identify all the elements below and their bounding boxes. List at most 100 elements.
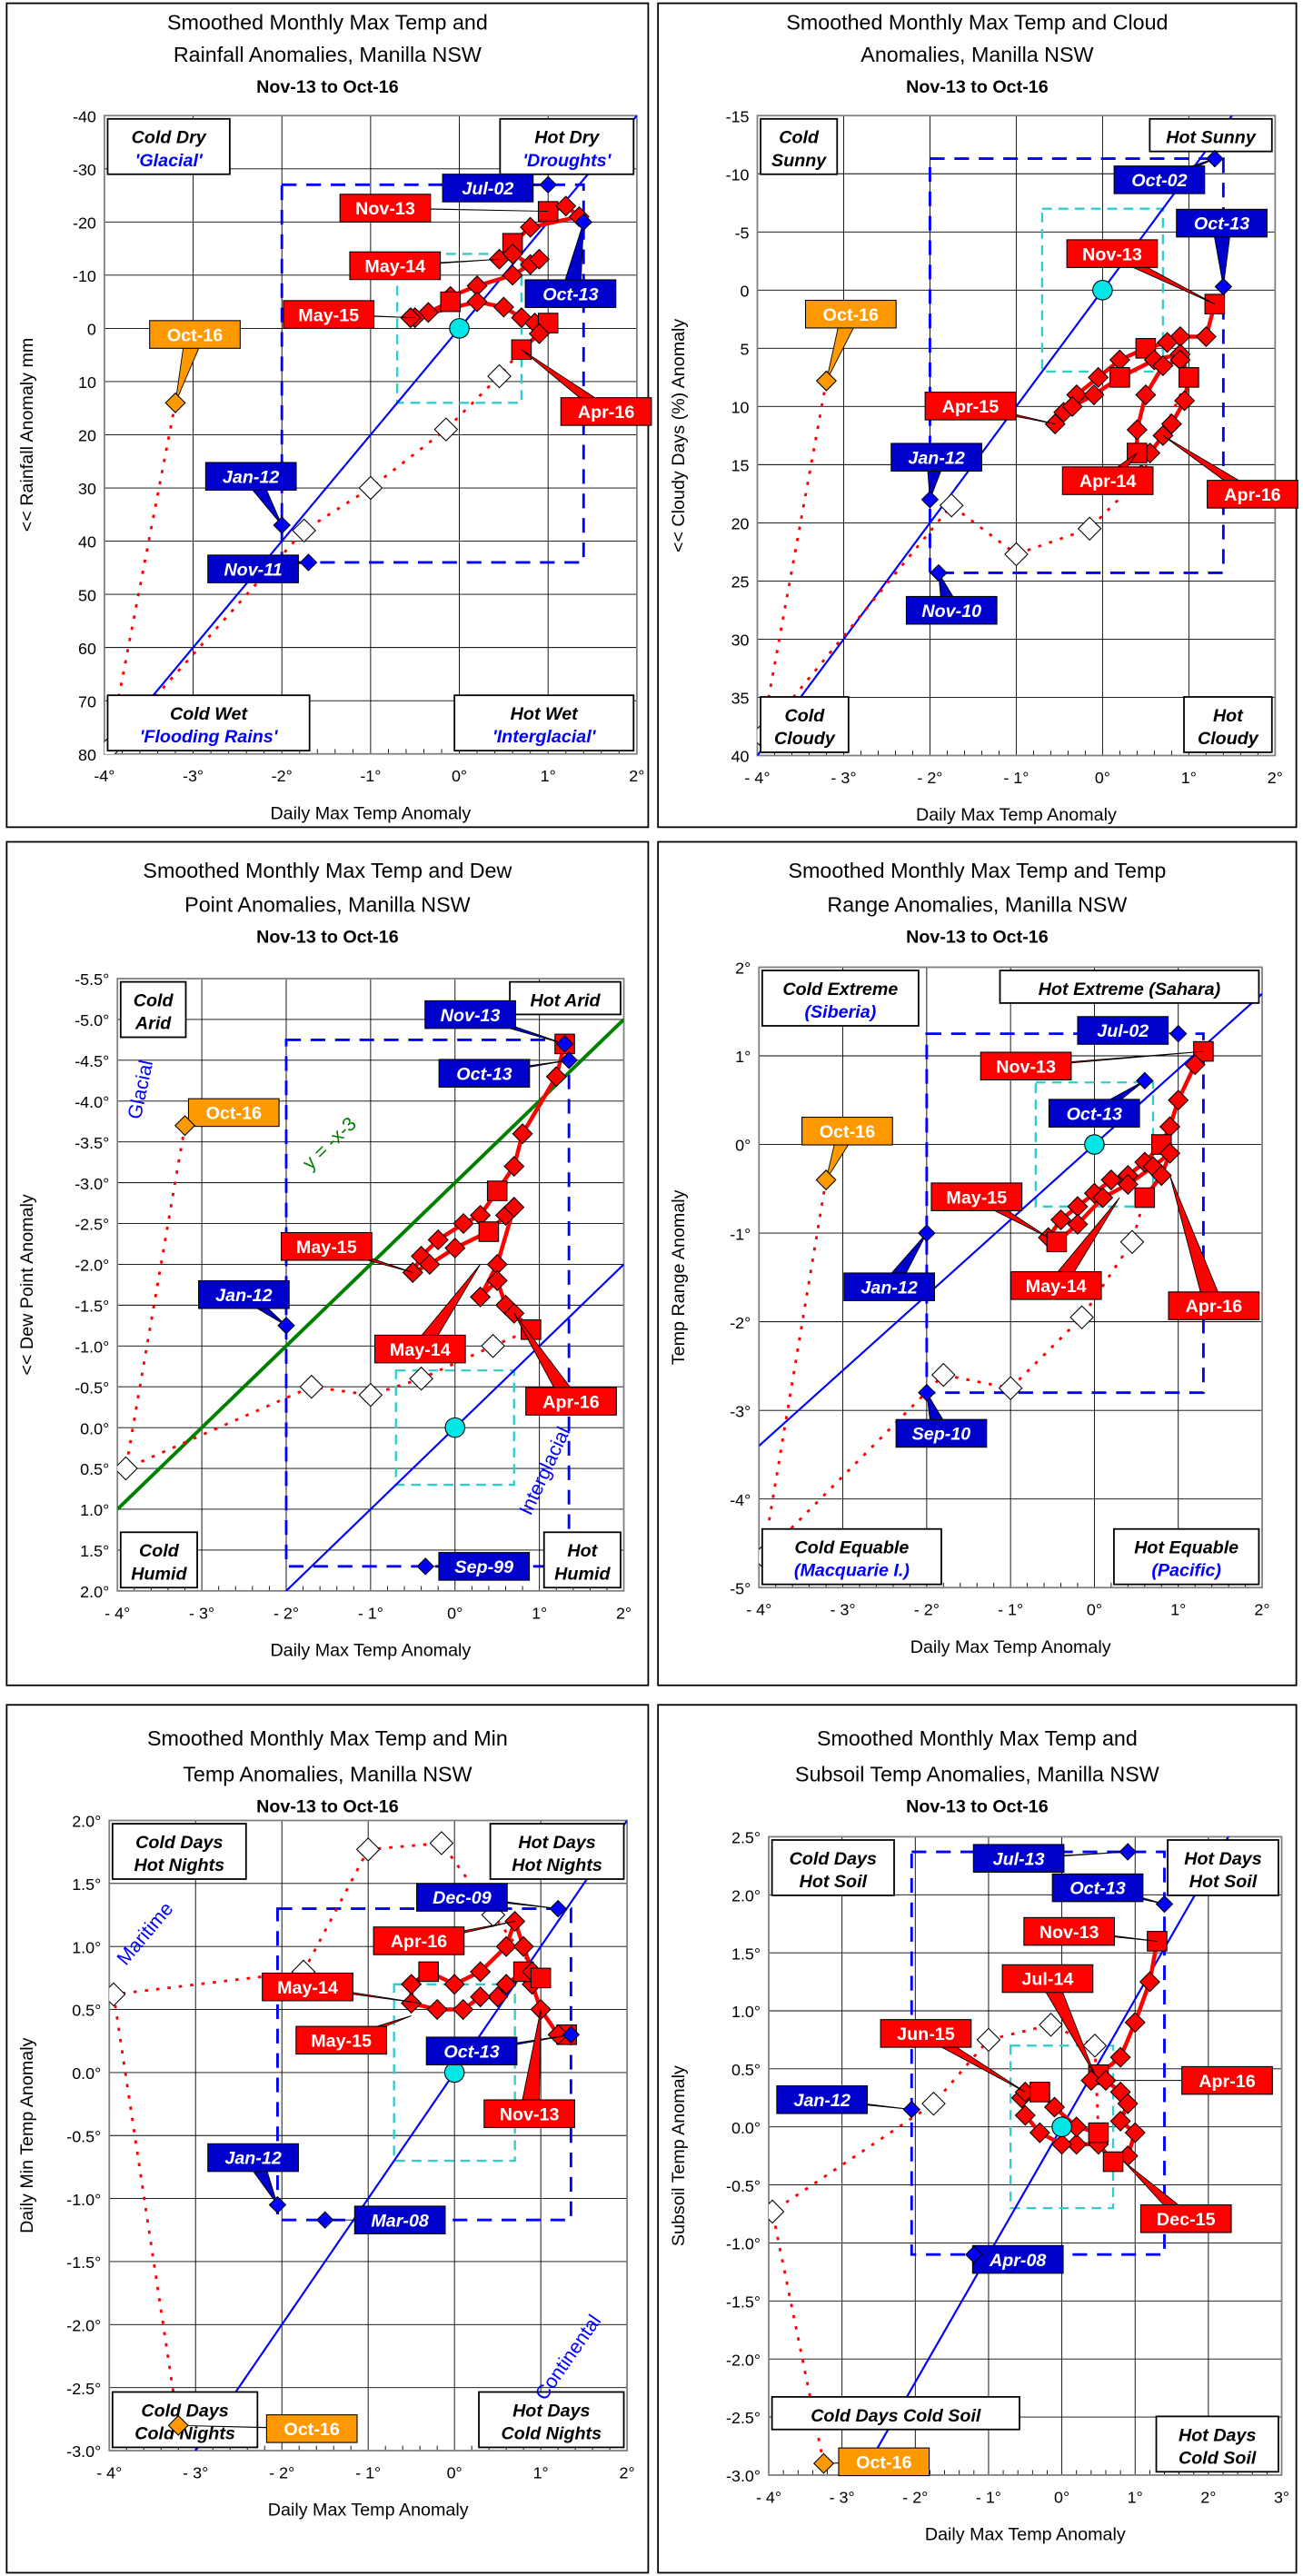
quadrant-text: Hot Nights: [512, 1855, 602, 1875]
path-diamond-marker: [1160, 413, 1182, 435]
callout-label: Dec-09: [433, 1888, 492, 1908]
callout-apr-08: Apr-08: [965, 2244, 1064, 2274]
latest-point-marker: [812, 2452, 835, 2474]
callout-label: Apr-16: [391, 1932, 447, 1952]
x-tick-label: - 1°: [358, 1604, 383, 1622]
y-tick-label: -5.5°: [75, 970, 109, 989]
chart-subtitle: Nov-13 to Oct-16: [256, 928, 399, 948]
callout-nov-13: Nov-13: [980, 1050, 1204, 1081]
callout-label: May-15: [946, 1188, 1007, 1208]
chart-panel-2: Smoothed Monthly Max Temp and Cloud Anoma…: [657, 2, 1298, 829]
y-tick-label: 35: [731, 690, 750, 708]
x-axis-label: Daily Max Temp Anomaly: [910, 1637, 1111, 1657]
path-diamond-marker: [487, 1986, 509, 2008]
callout-box: [560, 397, 652, 426]
decade-point-marker: [931, 1362, 956, 1387]
chart-subtitle: Nov-13 to Oct-16: [256, 77, 399, 97]
callout-box: [373, 1334, 466, 1364]
quadrant-text: Cold: [134, 990, 174, 1010]
latest-point-marker: [164, 392, 186, 413]
y-tick-label: 1.5°: [731, 1944, 761, 1963]
chart-title: Smoothed Monthly Max Temp and Dew: [143, 859, 512, 882]
quadrant-label-top-left: Cold Extreme(Siberia): [761, 970, 920, 1027]
callout-label: Oct-16: [823, 305, 879, 325]
origin-marker: [443, 2062, 465, 2084]
y-axis-label: Daily Min Temp Anomaly: [17, 2037, 37, 2233]
y-tick-label: 1.5°: [72, 1875, 101, 1894]
callout-box: [1168, 1291, 1260, 1320]
callout-may-14: May-14: [1010, 1197, 1120, 1300]
quadrant-box: [111, 2391, 259, 2449]
quadrant-text: Hot Dry: [534, 128, 600, 148]
path-diamond-marker: [503, 1197, 525, 1218]
x-tick-label: - 3°: [831, 769, 856, 787]
chart-title: Smoothed Monthly Max Temp and Cloud: [786, 10, 1168, 34]
quadrant-label-bottom-left: Cold Wet 'Flooding Rains': [106, 694, 311, 752]
callout-jan-12: Jan-12: [776, 2085, 920, 2119]
decade-point-marker: [976, 2027, 1001, 2053]
highlight-point-marker: [920, 491, 940, 509]
callout-oct-13: Oct-13: [1051, 1873, 1174, 1914]
quadrant-box: [111, 1823, 247, 1880]
callout-oct-16: Oct-16: [812, 2447, 930, 2477]
quadrant-text: (Macquarie I.): [794, 1561, 910, 1581]
y-axis-label: Subsoil Temp Anomaly: [669, 2065, 689, 2246]
quadrant-label-top-right: Hot Days Hot Soil: [1167, 1839, 1279, 1896]
path-diamond-marker: [1095, 2070, 1117, 2092]
quadrant-label-bottom-right: Hot Humid: [542, 1531, 622, 1589]
x-axis-label: Daily Max Temp Anomaly: [925, 2525, 1126, 2545]
highlight-point-marker: [277, 1317, 295, 1335]
quadrant-text: (Pacific): [1151, 1561, 1221, 1581]
path-square-marker: [1046, 1231, 1068, 1253]
callout-label: Apr-16: [1186, 1297, 1242, 1317]
x-tick-label: 2°: [629, 767, 644, 785]
path-diamond-marker: [1083, 384, 1105, 406]
callout-oct-02: Oct-02: [1113, 149, 1224, 194]
callout-label: May-15: [311, 2032, 372, 2052]
y-tick-label: -40: [73, 107, 96, 125]
highlight-point-marker: [1136, 1071, 1154, 1090]
callout-may-15: May-15: [930, 1182, 1049, 1238]
path-diamond-marker: [426, 1999, 448, 2021]
plot-area: [108, 1819, 629, 2452]
x-tick-label: - 3°: [831, 1601, 856, 1619]
y-tick-label: -3.0°: [75, 1175, 109, 1193]
quadrant-text: Humid: [554, 1564, 611, 1584]
highlight-point-marker: [268, 2195, 287, 2214]
chart-title: Anomalies, Manilla NSW: [860, 43, 1093, 66]
chart-title: Smoothed Monthly Max Temp and: [167, 10, 488, 34]
callout-box: [283, 300, 375, 329]
quadrant-text: Arid: [134, 1014, 172, 1034]
callout-box: [1207, 480, 1298, 509]
path-diamond-marker: [453, 1213, 474, 1235]
path-diamond-marker: [492, 296, 514, 318]
x-tick-label: 0°: [452, 767, 467, 785]
callout-label: Jan-12: [215, 1286, 272, 1306]
quadrant-label-top-right: Hot Sunny: [1149, 117, 1273, 153]
x-tick-label: -4°: [94, 767, 114, 785]
callout-may-14: May-14: [349, 251, 500, 281]
quadrant-text: Cold Days: [141, 2401, 228, 2421]
y-tick-label: -4.0°: [75, 1093, 109, 1111]
path-diamond-marker: [512, 1935, 534, 1957]
decade-point-marker: [429, 1831, 454, 1855]
x-tick-label: 0°: [1095, 769, 1110, 787]
callout-label: Apr-15: [942, 397, 999, 417]
x-tick-label: - 1°: [355, 2463, 381, 2482]
path-diamond-marker: [1150, 1165, 1172, 1187]
callout-label: Nov-13: [996, 1057, 1056, 1077]
callout-box: [149, 320, 241, 349]
callout-box: [1176, 208, 1268, 238]
plot-content: [757, 115, 1234, 756]
decade-point-marker: [358, 475, 383, 501]
x-tick-label: 2°: [620, 2463, 635, 2482]
callout-nov-13: Nov-13: [1023, 1916, 1158, 1946]
chart-title: Temp Anomalies, Manilla NSW: [183, 1762, 472, 1785]
callout-jun-15: Jun-15: [880, 2019, 1026, 2093]
blue-range-box: [929, 157, 1225, 574]
callout-label: Oct-13: [1069, 1879, 1125, 1899]
highlight-point-marker: [930, 563, 948, 582]
y-tick-label: -1.5°: [66, 2253, 101, 2272]
x-tick-label: - 3°: [183, 2463, 208, 2482]
quadrant-text: 'Glacial': [135, 151, 204, 171]
